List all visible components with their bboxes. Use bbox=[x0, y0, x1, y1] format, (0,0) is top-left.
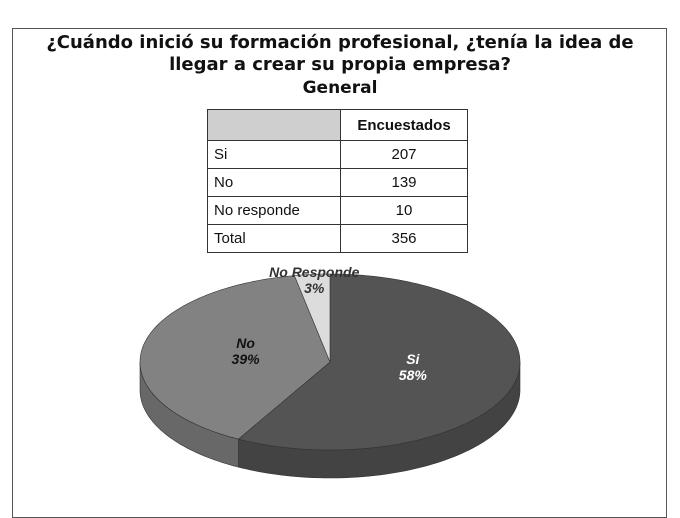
slice bbox=[293, 273, 331, 363]
slice-label: No bbox=[236, 335, 255, 351]
slice-value-label: 39% bbox=[232, 351, 261, 367]
chart-title: ¿Cuándo inició su formación profesional,… bbox=[46, 32, 634, 75]
table-row: No 139 bbox=[207, 168, 468, 197]
table-row: Si 207 bbox=[207, 140, 468, 169]
table-row: Total 356 bbox=[207, 224, 468, 253]
slice-label: No Responde bbox=[269, 264, 359, 280]
slice-value-label: 3% bbox=[304, 280, 325, 296]
row-label: No responde bbox=[207, 196, 341, 225]
slice-value-label: 58% bbox=[399, 367, 428, 383]
chart-subtitle: General bbox=[302, 78, 378, 98]
row-label: Total bbox=[207, 224, 341, 253]
header-cell: Encuestados bbox=[340, 109, 468, 141]
data-table: Encuestados Si 207 No 139 No responde 10 Total… bbox=[207, 109, 468, 253]
row-value: 356 bbox=[340, 224, 468, 253]
slice-label: Si bbox=[406, 351, 420, 367]
slice bbox=[139, 275, 331, 440]
row-value: 139 bbox=[340, 168, 468, 197]
slice bbox=[237, 273, 521, 451]
